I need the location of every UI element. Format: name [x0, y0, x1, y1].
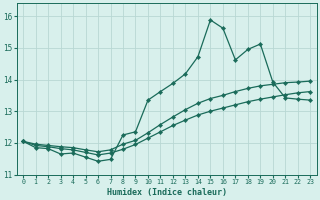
- X-axis label: Humidex (Indice chaleur): Humidex (Indice chaleur): [107, 188, 227, 197]
